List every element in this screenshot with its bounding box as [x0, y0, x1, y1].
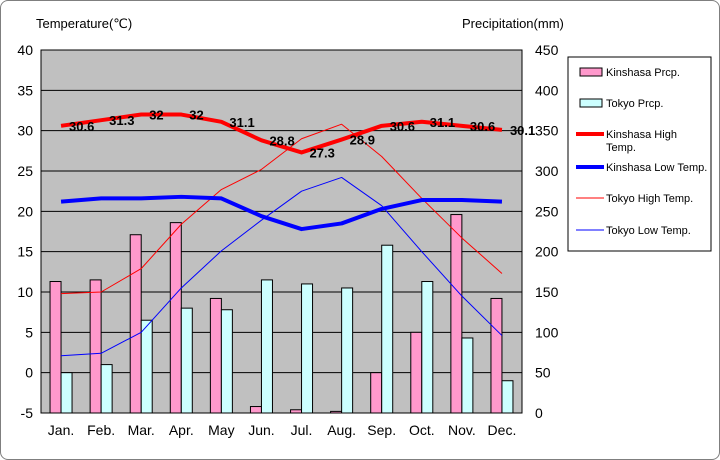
x-tick-label: Jan. — [48, 422, 74, 438]
right-tick-label: 0 — [535, 405, 543, 421]
legend-label: Kinshasa High — [606, 129, 677, 141]
data-label: 30.1 — [510, 123, 535, 138]
legend-label: Tokyo Low Temp. — [606, 225, 691, 237]
x-tick-label: Nov. — [448, 422, 476, 438]
bar — [461, 337, 474, 414]
x-tick-label: May — [208, 422, 234, 438]
bar — [341, 287, 354, 414]
data-label: 32 — [189, 108, 203, 123]
legend-label: Temp. — [606, 142, 636, 154]
data-label: 31.3 — [109, 113, 134, 128]
x-tick-label: Sep. — [367, 422, 396, 438]
right-tick-label: 200 — [535, 244, 559, 260]
series-line — [61, 176, 503, 357]
left-tick-label: 5 — [25, 324, 33, 340]
bar — [209, 297, 222, 414]
right-tick-label: 300 — [535, 163, 559, 179]
left-tick-label: 25 — [17, 163, 33, 179]
series-line — [61, 123, 503, 295]
right-tick-label: 250 — [535, 203, 559, 219]
right-tick-label: 350 — [535, 123, 559, 139]
bar — [450, 214, 463, 414]
right-tick-label: 400 — [535, 82, 559, 98]
x-tick-label: Jul. — [291, 422, 313, 438]
right-tick-label: 450 — [535, 42, 559, 58]
bar — [501, 380, 514, 414]
left-tick-label: 15 — [17, 244, 33, 260]
left-tick-label: 40 — [17, 42, 33, 58]
left-tick-label: 10 — [17, 284, 33, 300]
data-label: 28.8 — [269, 133, 294, 148]
legend-label: Kinshasa Low Temp. — [606, 162, 707, 174]
bar — [301, 283, 314, 414]
left-tick-label: 0 — [25, 365, 33, 381]
data-label: 27.3 — [310, 145, 335, 160]
right-tick-label: 150 — [535, 284, 559, 300]
bar — [49, 281, 62, 414]
bar — [381, 244, 394, 414]
right-tick-label: 100 — [535, 324, 559, 340]
data-label: 30.6 — [390, 119, 415, 134]
bar — [410, 331, 423, 414]
plot-area — [40, 49, 523, 414]
series-line — [60, 194, 503, 232]
data-label: 30.6 — [69, 119, 94, 134]
left-tick-label: 35 — [17, 82, 33, 98]
series-line — [60, 112, 503, 155]
legend-swatch — [579, 67, 603, 77]
x-tick-label: Dec. — [488, 422, 517, 438]
data-label: 32 — [149, 108, 163, 123]
left-tick-label: 30 — [17, 123, 33, 139]
bar — [100, 364, 113, 414]
bar — [220, 309, 233, 414]
right-tick-label: 50 — [535, 365, 551, 381]
bar — [370, 372, 383, 414]
data-label: 28.9 — [350, 133, 375, 148]
legend-label: Kinshasa Prcp. — [606, 67, 680, 79]
bar — [89, 279, 102, 414]
bar — [140, 319, 153, 414]
bar — [249, 406, 262, 414]
x-tick-label: Jun. — [248, 422, 274, 438]
left-tick-label: 20 — [17, 203, 33, 219]
bar — [290, 409, 303, 414]
legend-swatch — [579, 98, 603, 108]
bar — [330, 410, 343, 414]
data-label: 31.1 — [430, 115, 455, 130]
data-label: 31.1 — [229, 115, 254, 130]
legend-box — [567, 56, 712, 252]
left-axis-title: Temperature(℃) — [36, 16, 133, 31]
bar — [490, 297, 503, 414]
x-tick-label: Apr. — [169, 422, 194, 438]
legend-label: Tokyo High Temp. — [606, 193, 693, 205]
bar — [180, 307, 193, 414]
x-tick-label: Oct. — [409, 422, 435, 438]
bar — [260, 279, 273, 414]
x-tick-label: Mar. — [128, 422, 155, 438]
legend-label: Tokyo Prcp. — [606, 98, 663, 110]
bar — [129, 234, 142, 414]
left-tick-label: -5 — [21, 405, 34, 421]
bar — [169, 222, 182, 414]
x-tick-label: Aug. — [327, 422, 356, 438]
bar — [421, 281, 434, 414]
right-axis-title: Precipitation(mm) — [462, 16, 564, 31]
bar — [60, 372, 73, 414]
x-tick-label: Feb. — [87, 422, 115, 438]
data-label: 30.6 — [470, 119, 495, 134]
